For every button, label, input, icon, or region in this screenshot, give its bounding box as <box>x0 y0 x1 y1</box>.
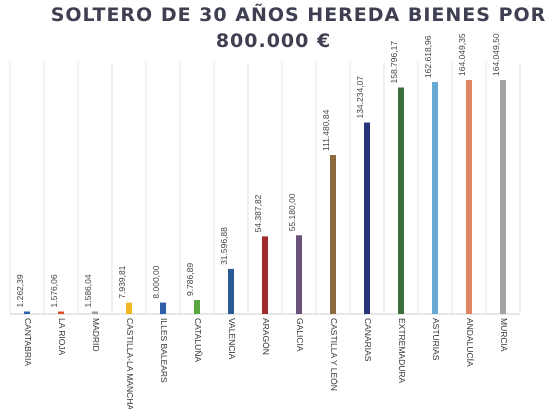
data-label: 7.939,81 <box>117 265 127 298</box>
data-label: 55.180,00 <box>287 193 297 231</box>
bar <box>92 311 98 314</box>
data-label: 164.049,35 <box>457 33 467 76</box>
data-label: 54.387,82 <box>253 194 263 232</box>
x-tick-label: ARAGÓN <box>261 318 271 355</box>
x-tick-label: LA RIOJA <box>57 318 67 356</box>
x-tick-label: ILLES BALEARS <box>159 318 169 383</box>
data-label: 1.262,39 <box>15 274 25 307</box>
data-label: 31.596,88 <box>219 227 229 265</box>
x-tick-label: VALENCIA <box>227 318 237 360</box>
x-tick-label: ANDALUCÍA <box>465 318 475 367</box>
bar <box>500 80 506 314</box>
bar <box>228 268 234 314</box>
data-label: 158.796,17 <box>389 41 399 84</box>
data-label: 111.480,84 <box>321 109 331 151</box>
x-tick-label: MADRID <box>91 318 101 352</box>
data-label: 9.786,89 <box>185 263 195 296</box>
bar <box>160 302 166 314</box>
x-tick-label: CANTABRIA <box>23 318 33 366</box>
bar <box>364 122 370 315</box>
x-tick-label: EXTREMADURA <box>397 318 407 384</box>
x-tick-label: ASTURIAS <box>431 318 441 361</box>
x-tick-label: CASTILLA-LA MANCHA <box>125 318 135 409</box>
chart-title-line-2: 800.000 € <box>215 30 332 52</box>
bar <box>466 80 472 314</box>
x-tick-label: CANARIAS <box>363 318 373 362</box>
bar <box>330 154 336 314</box>
data-label: 1.576,06 <box>49 274 59 307</box>
bar <box>262 236 268 314</box>
data-label: 164.049,50 <box>491 33 501 76</box>
data-label: 162.618,96 <box>423 35 433 78</box>
bar <box>126 302 132 314</box>
bar <box>24 311 30 314</box>
data-label: 8.000,00 <box>151 265 161 298</box>
bar <box>432 82 438 314</box>
data-label: 1.586,04 <box>83 274 93 307</box>
x-tick-label: CATALUÑA <box>193 318 203 362</box>
chart-title-line-1: SOLTERO DE 30 AÑOS HEREDA BIENES POR <box>50 4 547 26</box>
bar <box>296 235 302 314</box>
bar <box>58 311 64 314</box>
x-tick-label: GALICIA <box>295 318 305 352</box>
x-tick-label: CASTILLA Y LEÓN <box>329 318 339 391</box>
bar <box>194 300 200 314</box>
bar <box>398 87 404 314</box>
x-tick-label: MURCIA <box>499 318 509 352</box>
data-label: 134.234,07 <box>355 76 365 119</box>
